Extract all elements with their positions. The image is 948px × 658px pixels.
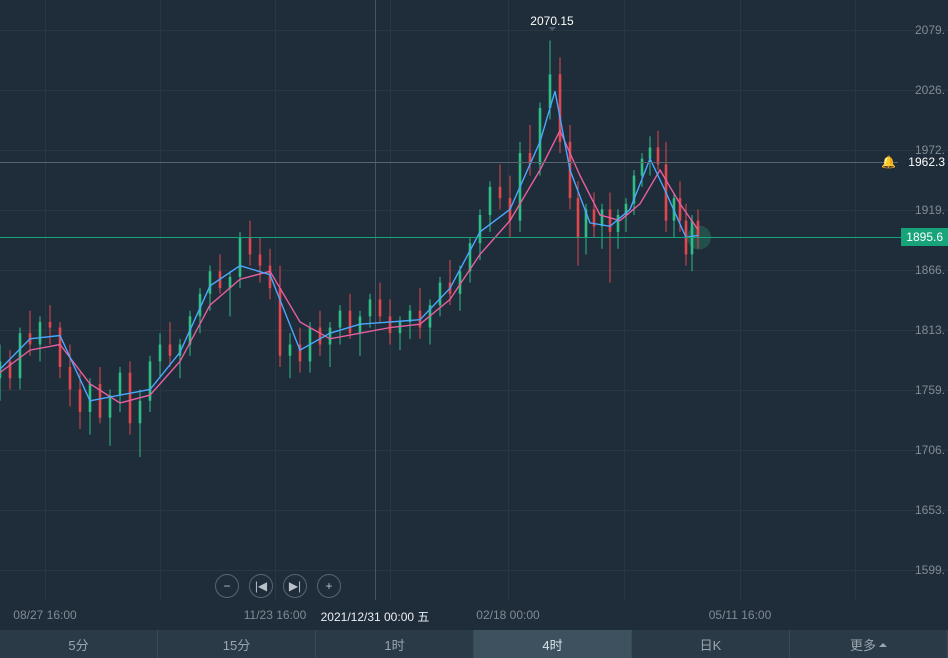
timeframe-tabs: 5分15分1时4时日K更多 [0,630,948,658]
zoom-out-button[interactable]: − [215,574,239,598]
bell-icon: 🔔 [881,155,896,169]
zoom-in-button[interactable]: + [317,574,341,598]
step-forward-button[interactable]: ▶| [283,574,307,598]
timeframe-more-button[interactable]: 更多 [790,630,948,658]
playback-controls: − |◀ ▶| + [215,574,341,598]
step-back-button[interactable]: |◀ [249,574,273,598]
crosshair-time-label: 2021/12/31 00:00 五 [321,608,430,625]
timeframe-15分[interactable]: 15分 [158,630,316,658]
current-price-tag: 1895.6 [901,228,948,246]
timeframe-5分[interactable]: 5分 [0,630,158,658]
chevron-up-icon [879,639,887,647]
alert-price-value: 1962.3 [908,155,945,169]
timeframe-4时[interactable]: 4时 [474,630,632,658]
timeframe-日K[interactable]: 日K [632,630,790,658]
x-axis-label: 05/11 16:00 [709,608,772,622]
timeframe-1时[interactable]: 1时 [316,630,474,658]
x-axis-label: 08/27 16:00 [13,608,76,622]
alert-price-line[interactable]: 🔔 1962.3 [0,151,948,173]
x-axis-label: 11/23 16:00 [244,608,307,622]
candlestick-plot [0,0,948,600]
chart-area[interactable]: 1599.1653.1706.1759.1813.1866.1919.1972.… [0,0,948,600]
x-axis-label: 02/18 00:00 [476,608,539,622]
peak-tooltip: 2070.15 [530,14,573,38]
